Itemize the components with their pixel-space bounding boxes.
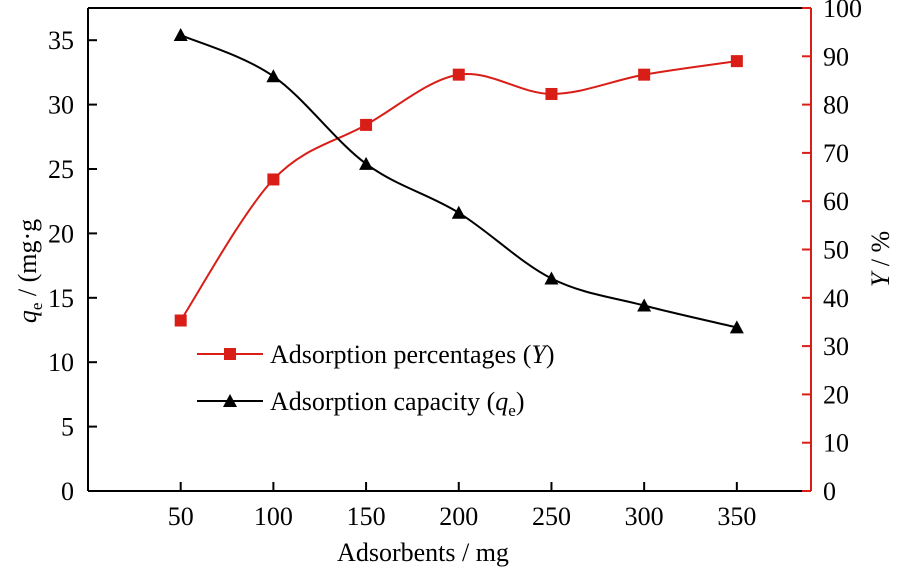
- series-1-point: [638, 68, 651, 81]
- series-1-point: [730, 55, 743, 68]
- legend-label-text: Adsorption percentages (: [270, 340, 531, 369]
- y-left-tick-label: 10: [48, 348, 74, 377]
- y-right-tick-label: 90: [823, 42, 849, 71]
- y-left-tick-label: 30: [48, 91, 74, 120]
- y-right-symbol: Y: [866, 270, 895, 287]
- y-right-tick-label: 60: [823, 187, 849, 216]
- series-1-line: [179, 60, 737, 322]
- y-right-tick-label: 0: [823, 477, 836, 506]
- y-axis-left: 0 5 10 15 20 25 30 35: [48, 26, 97, 506]
- series-1-point: [267, 173, 280, 186]
- y-right-tick-label: 10: [823, 429, 849, 458]
- y-left-unit: / (mg·g: [13, 219, 42, 303]
- y-right-tick-label: 50: [823, 236, 849, 265]
- legend-label-symbol: q: [495, 387, 508, 416]
- x-axis: 50 100 150 200 250 300 350: [168, 482, 756, 531]
- y-left-tick-label: 15: [48, 284, 74, 313]
- y-right-tick-label: 100: [823, 0, 862, 23]
- x-tick-label: 100: [254, 502, 293, 531]
- y-left-tick-label: 35: [48, 26, 74, 55]
- y-right-tick-label: 20: [823, 380, 849, 409]
- y-left-subscript: e: [27, 303, 46, 311]
- x-tick-label: 200: [439, 502, 478, 531]
- legend-label-subscript: e: [508, 401, 516, 420]
- legend-label-close: ): [546, 340, 555, 369]
- series-1-point: [545, 87, 558, 100]
- y-left-tick-label: 5: [61, 413, 74, 442]
- x-tick-label: 350: [717, 502, 756, 531]
- series-2-point: [266, 69, 281, 83]
- legend-label-1: Adsorption percentages (Y): [270, 340, 555, 369]
- legend-label-symbol: Y: [531, 340, 548, 369]
- y-right-unit: / %: [866, 231, 895, 273]
- series-2-point: [359, 156, 374, 170]
- legend-label-text: Adsorption capacity (: [270, 387, 495, 416]
- legend-marker-1: [224, 348, 236, 360]
- y-right-tick-label: 80: [823, 91, 849, 120]
- x-tick-label: 150: [347, 502, 386, 531]
- y-right-tick-label: 30: [823, 332, 849, 361]
- series-2-point: [173, 28, 188, 42]
- series-1-point: [360, 118, 373, 131]
- legend-label-close: ): [516, 387, 525, 416]
- x-tick-label: 300: [625, 502, 664, 531]
- series-2-point: [729, 320, 744, 334]
- series-2: [173, 28, 744, 334]
- series-1-point: [174, 314, 187, 327]
- series-2-point: [544, 271, 559, 285]
- legend: Adsorption percentages (Y)Adsorption cap…: [197, 340, 555, 420]
- y-left-tick-label: 25: [48, 155, 74, 184]
- y-left-symbol: q: [13, 310, 42, 323]
- x-tick-label: 250: [532, 502, 571, 531]
- y-left-tick-label: 20: [48, 219, 74, 248]
- series-1-point: [452, 68, 465, 81]
- series-1: [174, 55, 743, 327]
- series-2-point: [451, 205, 466, 219]
- x-axis-title: Adsorbents / mg: [337, 538, 509, 567]
- y-left-tick-label: 0: [61, 477, 74, 506]
- y-axis-left-title: qe / (mg·g: [13, 219, 46, 323]
- y-right-tick-label: 70: [823, 139, 849, 168]
- series-2-point: [637, 298, 652, 312]
- y-axis-right: 0 10 20 30 40 50 60 70 80 90 100: [802, 0, 862, 506]
- y-axis-right-title: Y / %: [866, 231, 895, 287]
- plot-frame: [87, 7, 812, 492]
- legend-label-2: Adsorption capacity (qe): [270, 387, 524, 420]
- y-right-tick-label: 40: [823, 284, 849, 313]
- series-layer: [173, 28, 744, 334]
- x-tick-label: 50: [168, 502, 194, 531]
- legend-marker-2: [223, 394, 237, 407]
